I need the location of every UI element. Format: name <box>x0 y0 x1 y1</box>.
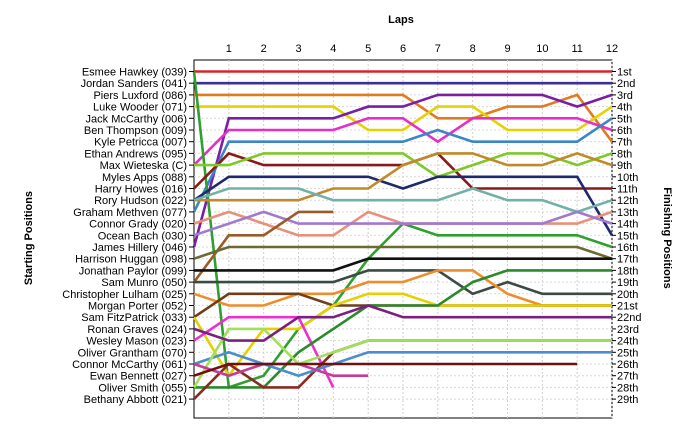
starting-position-label: Oliver Grantham (070) <box>78 347 187 359</box>
finishing-position-label: 24th <box>617 336 638 348</box>
finishing-position-label: 18th <box>617 265 638 277</box>
finishing-position-label: 1st <box>617 67 632 79</box>
finishing-position-label: 6th <box>617 125 632 137</box>
starting-position-label: Rory Hudson (022) <box>94 195 187 207</box>
series-line-7 <box>192 117 613 213</box>
finishing-position-label: 27th <box>617 371 638 383</box>
finishing-position-label: 11th <box>617 184 638 196</box>
series-line-19 <box>194 269 612 296</box>
right-axis-title: Finishing Positions <box>661 187 673 288</box>
finishing-position-label: 14th <box>617 219 638 231</box>
series-line-30 <box>193 362 578 377</box>
x-tick-label: 7 <box>435 43 441 55</box>
finishing-position-label: 22nd <box>617 312 641 324</box>
series-line-18 <box>194 257 612 272</box>
finishing-position-label: 23rd <box>617 324 639 336</box>
x-tick-label: 10 <box>536 43 548 55</box>
starting-position-label: Jack McCarthy (006) <box>86 113 187 125</box>
starting-position-label: Ethan Andrews (095) <box>84 148 187 160</box>
finishing-position-label: 13th <box>617 207 638 219</box>
starting-position-label: Ocean Bach (030) <box>98 230 187 242</box>
x-tick-label: 3 <box>295 43 301 55</box>
x-tick-label: 6 <box>400 43 406 55</box>
starting-position-label: Jordan Sanders (041) <box>81 78 187 90</box>
starting-position-label: Esmee Hawkey (039) <box>82 67 187 79</box>
starting-position-label: Sam Munro (050) <box>101 277 187 289</box>
finishing-position-label: 4th <box>617 102 632 114</box>
starting-position-label: Graham Methven (077) <box>73 207 187 219</box>
series-line-15 <box>193 210 613 237</box>
finishing-position-label: 8th <box>617 148 632 160</box>
x-tick-label: 12 <box>606 43 618 55</box>
starting-position-label: Harry Howes (016) <box>95 184 187 196</box>
starting-position-label: Jonathan Paylor (099) <box>79 265 187 277</box>
starting-position-label: Sam FitzPatrick (033) <box>81 312 187 324</box>
starting-position-labels: Esmee Hawkey (039)Jordan Sanders (041)Pi… <box>62 67 194 406</box>
finishing-position-label: 9th <box>617 160 632 172</box>
finishing-position-label: 10th <box>617 172 638 184</box>
series-line-13 <box>193 187 613 214</box>
series-line-4 <box>194 105 613 132</box>
finishing-position-label: 2nd <box>617 78 635 90</box>
finishing-position-label: 3rd <box>617 90 633 102</box>
series-line-23 <box>193 315 335 388</box>
finishing-position-label: 28th <box>617 382 638 394</box>
finishing-position-label: 29th <box>617 394 638 406</box>
x-tick-label: 9 <box>504 43 510 55</box>
starting-position-label: Ben Thompson (009) <box>84 125 187 137</box>
starting-position-label: James Hillery (046) <box>92 242 187 254</box>
x-tick-labels: 1 2 3 4 5 6 7 8 9 10 11 12 <box>226 43 618 55</box>
starting-position-label: Wesley Mason (023) <box>86 336 187 348</box>
finishing-position-label: 5th <box>617 113 632 125</box>
starting-position-label: Ewan Bennett (027) <box>90 371 187 383</box>
x-tick-label: 2 <box>261 43 267 55</box>
x-axis-title: Laps <box>388 14 414 26</box>
series-line-27 <box>192 327 612 389</box>
finishing-position-label: 17th <box>617 254 638 266</box>
series-line-29 <box>193 304 612 342</box>
starting-position-label: Oliver Smith (055) <box>98 382 187 394</box>
starting-position-label: Morgan Porter (052) <box>88 301 187 313</box>
starting-position-label: Ronan Graves (024) <box>87 324 187 336</box>
left-axis-title: Starting Positions <box>23 191 35 285</box>
starting-position-label: Harrison Huggan (098) <box>75 254 187 266</box>
finishing-position-label: 20th <box>617 289 638 301</box>
series-layer <box>192 70 614 401</box>
finishing-position-label: 26th <box>617 359 638 371</box>
series-line-12 <box>194 152 613 202</box>
finishing-position-label: 19th <box>617 277 638 289</box>
starting-position-label: Piers Luxford (086) <box>93 90 187 102</box>
x-tick-label: 5 <box>365 43 371 55</box>
starting-position-label: Connor Grady (020) <box>89 219 187 231</box>
x-tick-label: 4 <box>330 43 336 55</box>
series-line-3 <box>194 93 614 143</box>
finishing-position-label: 15th <box>617 230 638 242</box>
x-tick-label: 11 <box>571 43 582 55</box>
finishing-position-label: 7th <box>617 137 632 149</box>
finishing-position-label: 21st <box>617 301 638 313</box>
x-tick-label: 1 <box>226 43 232 55</box>
finishing-position-label: 16th <box>617 242 638 254</box>
series-line-6 <box>193 117 613 167</box>
starting-position-label: Kyle Petricca (007) <box>94 137 187 149</box>
finishing-position-label: 25th <box>617 347 638 359</box>
x-tick-label: 8 <box>470 43 476 55</box>
starting-position-label: Luke Wooder (071) <box>93 102 187 114</box>
starting-position-label: Connor McCarthy (061) <box>72 359 187 371</box>
series-line-11 <box>193 175 614 236</box>
finishing-position-label: 12th <box>617 195 638 207</box>
starting-position-label: Bethany Abbott (021) <box>84 394 187 406</box>
starting-position-label: Max Wieteska (C) <box>100 160 187 172</box>
finishing-position-labels: 1st2nd3rd4th5th6th7th8th9th10th11th12th1… <box>612 67 641 406</box>
series-line-10 <box>194 152 613 179</box>
starting-position-label: Myles Apps (088) <box>102 172 187 184</box>
starting-position-label: Christopher Lulham (025) <box>62 289 187 301</box>
series-line-5 <box>192 93 613 248</box>
series-line-17 <box>193 245 613 260</box>
